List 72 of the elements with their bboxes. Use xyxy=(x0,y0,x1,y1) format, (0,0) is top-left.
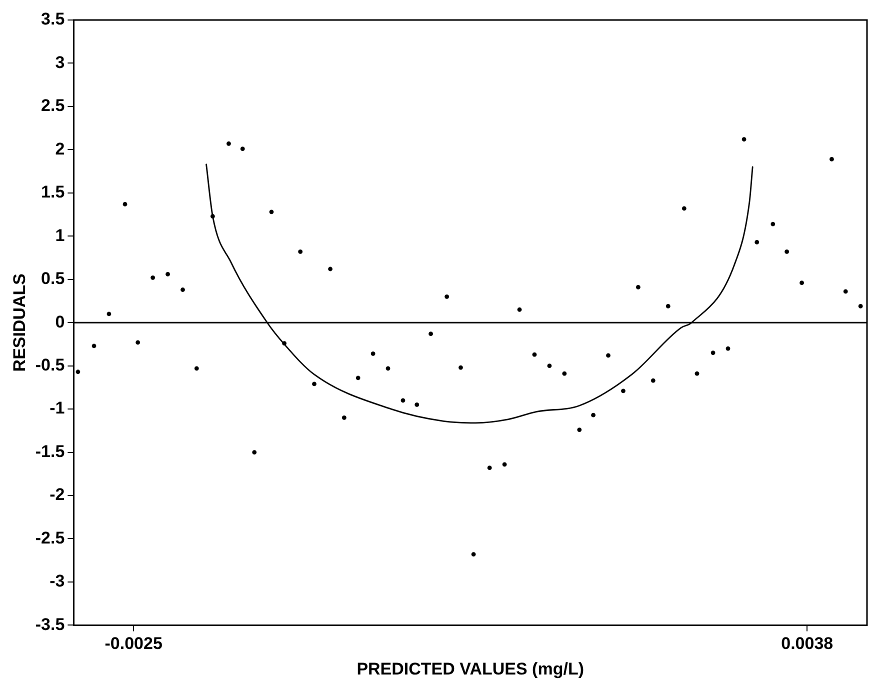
point xyxy=(591,412,596,418)
y-tick-label: 3 xyxy=(55,52,65,72)
point xyxy=(106,312,112,316)
point xyxy=(532,352,537,357)
point xyxy=(606,353,610,358)
point xyxy=(843,289,848,294)
x-tick-label: 0.0038 xyxy=(781,634,834,654)
y-tick-label: -1.5 xyxy=(35,442,65,461)
point xyxy=(458,365,463,370)
point xyxy=(76,370,80,374)
point xyxy=(342,416,346,420)
point xyxy=(428,332,433,336)
point xyxy=(282,341,287,346)
point xyxy=(487,466,492,470)
point xyxy=(784,250,790,254)
point xyxy=(547,364,552,368)
x-tick-label: -0.0025 xyxy=(104,634,162,654)
point xyxy=(210,214,215,218)
y-tick-label: -3 xyxy=(50,572,65,591)
point xyxy=(252,450,257,454)
point xyxy=(577,428,582,432)
y-tick-label: 2 xyxy=(55,139,65,158)
point xyxy=(830,156,834,162)
point xyxy=(166,272,170,276)
y-tick-label: -0.5 xyxy=(35,356,65,375)
point xyxy=(386,366,390,371)
point xyxy=(562,371,567,376)
y-tick-label: 0.5 xyxy=(41,269,65,288)
point xyxy=(328,266,332,272)
y-tick-label: -1 xyxy=(50,398,65,418)
point xyxy=(180,288,185,292)
point xyxy=(240,146,245,152)
point xyxy=(414,402,420,407)
x-axis-title: PREDICTED VALUES (mg/L) xyxy=(356,659,584,678)
point xyxy=(444,294,450,299)
y-tick-label: -2 xyxy=(50,485,65,504)
point xyxy=(742,137,746,142)
point xyxy=(471,552,476,557)
point xyxy=(710,350,716,356)
point xyxy=(502,462,507,467)
y-tick-label: -2.5 xyxy=(35,528,65,548)
point xyxy=(150,275,156,280)
point xyxy=(650,378,656,383)
point xyxy=(636,284,640,290)
point xyxy=(726,346,730,351)
point xyxy=(194,366,199,371)
point xyxy=(312,382,316,386)
point xyxy=(136,340,140,345)
point xyxy=(858,304,863,308)
point xyxy=(400,398,406,403)
y-tick-label: 0 xyxy=(55,312,65,332)
y-axis-title: RESIDUALS xyxy=(10,273,29,372)
point xyxy=(770,222,776,226)
point xyxy=(754,240,760,244)
point xyxy=(370,352,376,356)
y-tick-label: 3.5 xyxy=(41,10,65,29)
point xyxy=(621,388,626,394)
y-tick-label: -3.5 xyxy=(35,614,65,634)
point xyxy=(356,376,360,380)
point xyxy=(226,141,231,146)
point xyxy=(92,344,96,348)
y-tick-label: 2.5 xyxy=(41,96,65,116)
point xyxy=(122,202,128,206)
point xyxy=(682,206,686,211)
point xyxy=(800,280,804,286)
point xyxy=(694,371,700,376)
point xyxy=(298,250,303,254)
y-tick-label: 1 xyxy=(55,226,65,245)
point xyxy=(517,307,522,312)
y-tick-label: 1.5 xyxy=(41,182,65,202)
point xyxy=(666,304,670,308)
point xyxy=(269,210,274,214)
